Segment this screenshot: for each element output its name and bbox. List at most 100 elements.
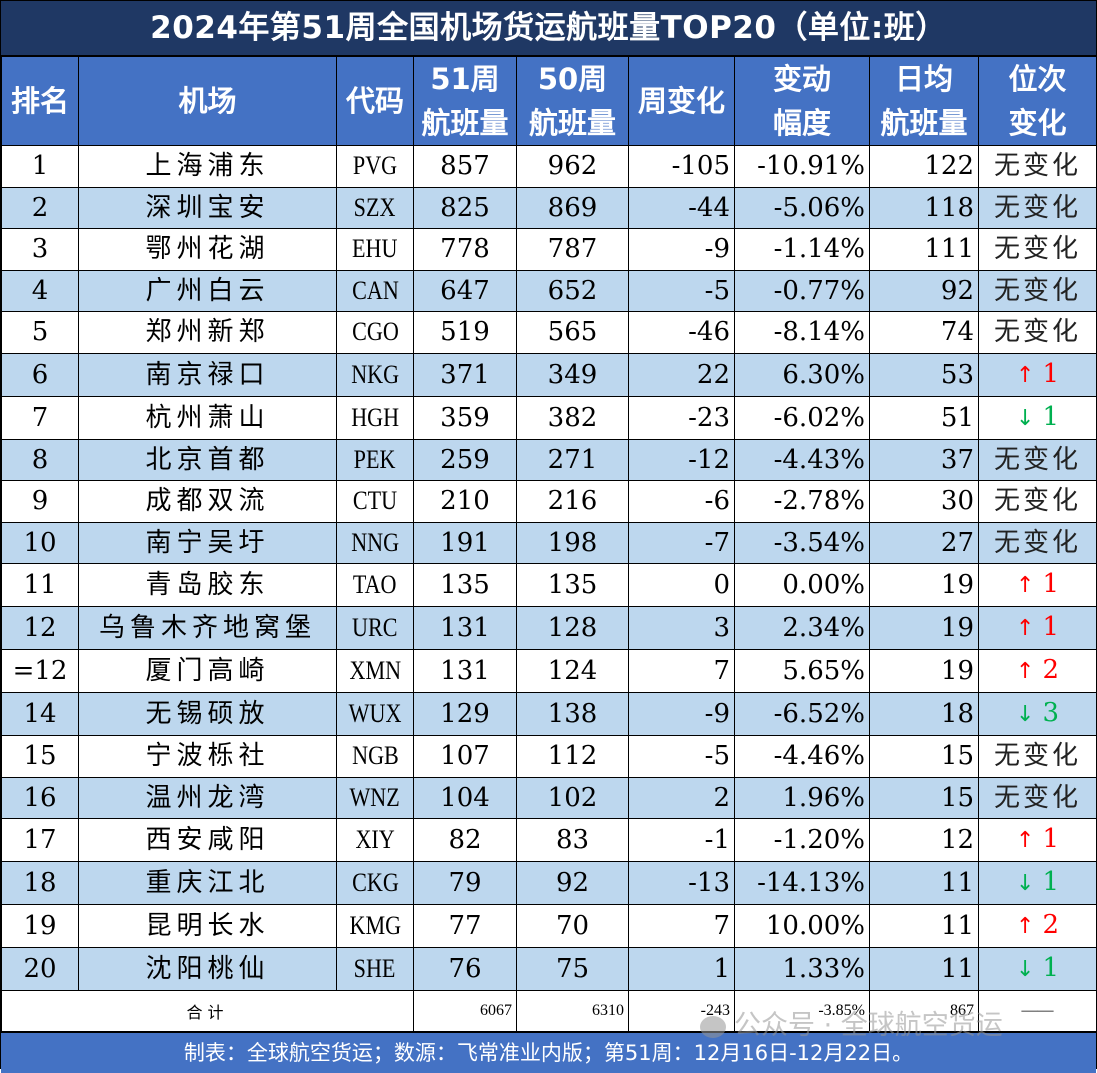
change-pct-cell: -10.91% — [734, 145, 870, 188]
code-cell: SZX — [336, 186, 414, 229]
weekly-change-cell: -44 — [628, 186, 735, 229]
week50-cell: 565 — [516, 311, 629, 354]
header-daily-avg: 日均 航班量 — [869, 56, 979, 146]
rank-cell: 7 — [1, 395, 79, 440]
change-pct-cell: -1.14% — [734, 228, 870, 271]
rank-cell: 10 — [1, 521, 79, 564]
change-pct-cell: -14.13% — [734, 861, 870, 905]
week50-cell: 652 — [516, 269, 629, 312]
airport-cell: 成都双流 — [78, 480, 337, 523]
airport-cell: 鄂州花湖 — [78, 228, 337, 271]
rank-cell: 1 — [1, 145, 79, 188]
weekly-change-cell: 7 — [628, 904, 735, 948]
week50-cell: 102 — [516, 776, 629, 819]
arrow-up-icon: ↑ — [1016, 914, 1035, 939]
airport-ranking-table: 排名 机场 代码 51周 航班量 50周 航班量 周变化 变动 幅度 日均 航班量 位次… — [1, 56, 1097, 1032]
rank-change-cell: 无变化 — [978, 269, 1097, 312]
change-pct-cell: 1.96% — [734, 776, 870, 819]
header-code: 代码 — [336, 56, 414, 146]
airport-cell: 乌鲁木齐地窝堡 — [78, 606, 337, 650]
table-header-row: 排名 机场 代码 51周 航班量 50周 航班量 周变化 变动 幅度 日均 航班量 位次… — [1, 56, 1097, 146]
week51-cell: 77 — [413, 904, 517, 948]
table-row: 3 鄂州花湖 EHU 778 787 -9 -1.14% 111 无变化 — [1, 228, 1097, 271]
header-rank: 排名 — [1, 56, 79, 146]
weekly-change-cell: -9 — [628, 228, 735, 271]
total-week51: 6067 — [413, 990, 517, 1032]
rank-change-cell: ↓ 1 — [978, 861, 1097, 905]
arrow-down-icon: ↓ — [1016, 702, 1035, 727]
airport-cell: 北京首都 — [78, 438, 337, 481]
change-pct-cell: 5.65% — [734, 649, 870, 693]
rank-cell: 11 — [1, 563, 79, 607]
week51-cell: 82 — [413, 818, 517, 862]
code-cell: HGH — [336, 395, 414, 440]
change-pct-cell: -6.02% — [734, 395, 870, 440]
airport-cell: 郑州新郑 — [78, 311, 337, 354]
week51-cell: 135 — [413, 563, 517, 607]
airport-cell: 重庆江北 — [78, 861, 337, 905]
code-cell: CTU — [336, 480, 414, 523]
code-cell: WNZ — [336, 776, 414, 819]
daily-avg-cell: 19 — [869, 606, 979, 650]
table-row: 16 温州龙湾 WNZ 104 102 2 1.96% 15 无变化 — [1, 776, 1097, 819]
total-week50: 6310 — [516, 990, 629, 1032]
rank-change-cell: 无变化 — [978, 145, 1097, 188]
rank-change-cell: ↓ 1 — [978, 947, 1097, 991]
weekly-change-cell: -7 — [628, 521, 735, 564]
week51-cell: 76 — [413, 947, 517, 991]
daily-avg-cell: 118 — [869, 186, 979, 229]
arrow-up-icon: ↑ — [1016, 362, 1035, 388]
rank-change-cell: 无变化 — [978, 311, 1097, 354]
weekly-change-cell: 0 — [628, 563, 735, 607]
rank-change-cell: 无变化 — [978, 521, 1097, 564]
week51-cell: 519 — [413, 311, 517, 354]
daily-avg-cell: 11 — [869, 947, 979, 991]
change-pct-cell: -3.54% — [734, 521, 870, 564]
daily-avg-cell: 18 — [869, 692, 979, 736]
rank-cell: 8 — [1, 438, 79, 481]
rank-cell: 16 — [1, 776, 79, 819]
rank-change-cell: 无变化 — [978, 735, 1097, 778]
change-pct-cell: -4.43% — [734, 438, 870, 481]
table-row: 19 昆明长水 KMG 77 70 7 10.00% 11 ↑ 2 — [1, 904, 1097, 948]
weekly-change-cell: 3 — [628, 606, 735, 650]
table-body: 1 上海浦东 PVG 857 962 -105 -10.91% 122 无变化 2 深圳宝安 SZX 8… — [1, 145, 1097, 991]
table-row: 12 乌鲁木齐地窝堡 URC 131 128 3 2.34% 19 ↑ 1 — [1, 606, 1097, 650]
rank-cell: 9 — [1, 480, 79, 523]
week51-cell: 104 — [413, 776, 517, 819]
table-row: 2 深圳宝安 SZX 825 869 -44 -5.06% 118 无变化 — [1, 186, 1097, 229]
source-footer: 制表：全球航空货运；数源：飞常准业内版；第51周：12月16日-12月22日。 — [1, 1032, 1096, 1073]
daily-avg-cell: 19 — [869, 649, 979, 693]
airport-cell: 沈阳桃仙 — [78, 947, 337, 991]
total-weekly-change: -243 — [628, 990, 735, 1032]
week51-cell: 857 — [413, 145, 517, 188]
airport-cell: 无锡硕放 — [78, 692, 337, 736]
week51-cell: 825 — [413, 186, 517, 229]
total-change-pct: -3.85% — [734, 990, 870, 1032]
page-title: 2024年第51周全国机场货运航班量TOP20（单位:班） — [1, 1, 1096, 56]
daily-avg-cell: 27 — [869, 521, 979, 564]
weekly-change-cell: -5 — [628, 735, 735, 778]
change-pct-cell: 1.33% — [734, 947, 870, 991]
code-cell: WUX — [336, 692, 414, 736]
weekly-change-cell: -12 — [628, 438, 735, 481]
table-row: 17 西安咸阳 XIY 82 83 -1 -1.20% 12 ↑ 1 — [1, 818, 1097, 862]
weekly-change-cell: -105 — [628, 145, 735, 188]
week50-cell: 70 — [516, 904, 629, 948]
week51-cell: 359 — [413, 395, 517, 440]
rank-cell: 2 — [1, 186, 79, 229]
week50-cell: 124 — [516, 649, 629, 693]
rank-change-cell: 无变化 — [978, 480, 1097, 523]
change-pct-cell: -6.52% — [734, 692, 870, 736]
rank-change-cell: ↑ 1 — [978, 352, 1097, 397]
table-row: 8 北京首都 PEK 259 271 -12 -4.43% 37 无变化 — [1, 438, 1097, 481]
weekly-change-cell: -13 — [628, 861, 735, 905]
daily-avg-cell: 74 — [869, 311, 979, 354]
code-cell: CAN — [336, 269, 414, 312]
rank-change-cell: 无变化 — [978, 776, 1097, 819]
change-pct-cell: -5.06% — [734, 186, 870, 229]
airport-cell: 深圳宝安 — [78, 186, 337, 229]
change-pct-cell: 10.00% — [734, 904, 870, 948]
code-cell: KMG — [336, 904, 414, 948]
